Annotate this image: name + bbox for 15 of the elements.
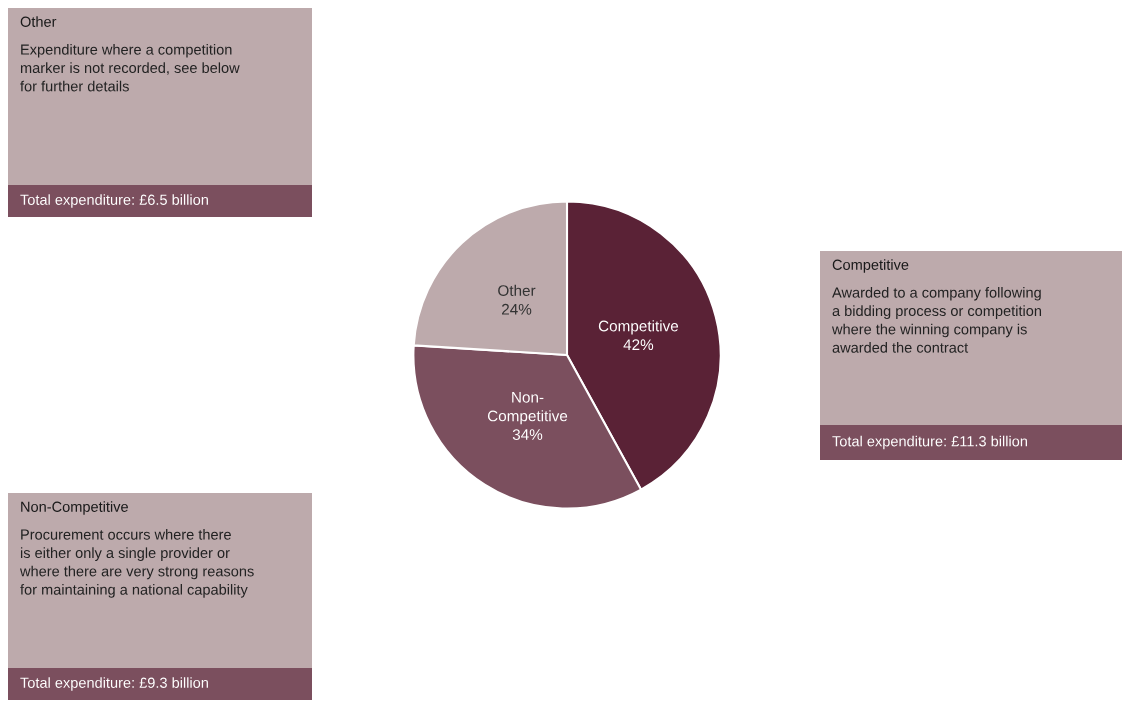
text: Total expenditure: £9.3 billion: [20, 677, 208, 691]
text: Total expenditure: £11.3 billion: [832, 435, 1027, 450]
text: Other: [20, 16, 57, 27]
slice-label: Other: [498, 284, 536, 297]
text: Procurement occurs where there is either only a single provider or where there are very strong reasons for maintaining a national capability: [19, 529, 254, 598]
text: Competitive: [832, 259, 909, 273]
slice-label: Non-Competitive: [487, 392, 568, 425]
text: Awarded to a company following a bidding process or competition where the winning company is awarded the contract: [831, 287, 1042, 353]
text: Non-Competitive: [21, 501, 128, 515]
slice-label: Competitive: [598, 320, 679, 335]
data-label: 34%: [512, 429, 543, 441]
data-label: 24%: [502, 303, 532, 315]
text: Total expenditure: £6.5 billion: [20, 194, 208, 208]
data-label: 42%: [623, 339, 654, 351]
text: Expenditure where a competition marker is not recorded, see below for further details: [20, 44, 240, 92]
